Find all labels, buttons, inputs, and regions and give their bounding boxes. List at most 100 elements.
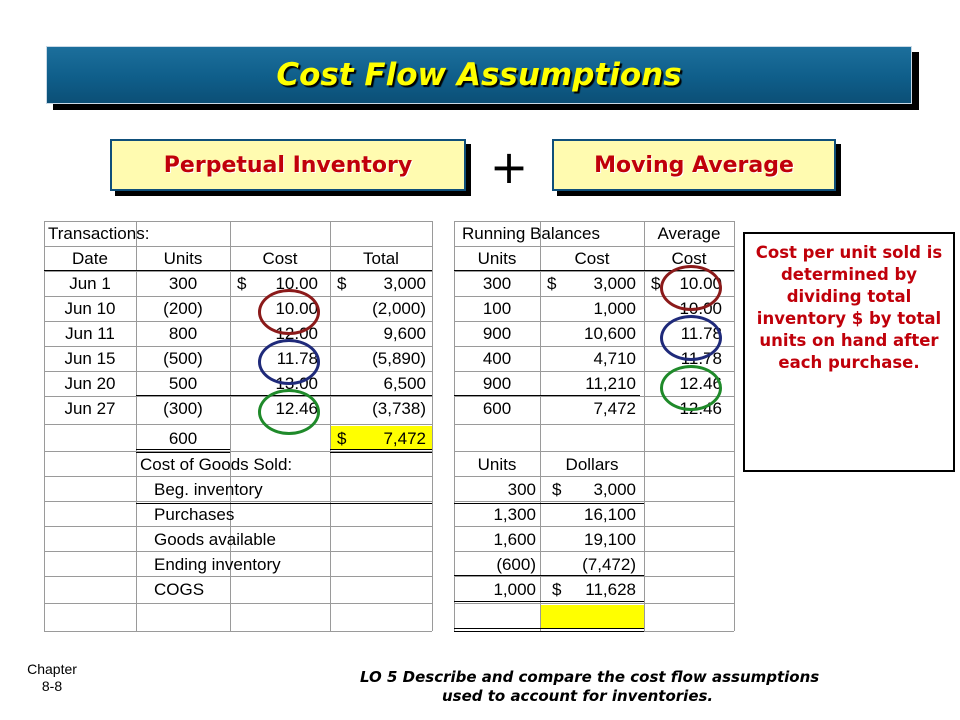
grid-row-line	[454, 451, 734, 452]
total-value: 7,472	[383, 429, 426, 448]
column-header: Units	[477, 249, 517, 268]
grid-row-line	[44, 576, 432, 577]
balance-cost-cell: 7,472	[593, 399, 636, 418]
double-underline	[136, 449, 230, 453]
average-header: Average	[657, 224, 721, 243]
highlight-circle	[660, 315, 722, 361]
column-header: Total	[363, 249, 399, 268]
balance-cost-cell: 11,210	[585, 374, 636, 393]
grid-col-line	[454, 221, 455, 631]
grid-row-line	[44, 246, 432, 247]
column-header: Date	[72, 249, 108, 268]
chapter-number: 8-8	[41, 678, 63, 694]
column-header: Cost	[262, 249, 298, 268]
perpetual-inventory-label: Perpetual Inventory	[110, 139, 466, 191]
learning-objective: LO 5 Describe and compare the cost flow …	[360, 668, 945, 706]
grid-row-line	[454, 371, 734, 372]
cogs-row-units: 1,300	[493, 505, 536, 524]
column-header: Units	[163, 249, 203, 268]
explanation-note: Cost per unit sold is determined by divi…	[743, 232, 955, 472]
total-units: 600	[168, 429, 198, 448]
grid-col-line	[230, 221, 231, 631]
units-cell: 800	[168, 324, 198, 343]
balance-cost-cell: 1,000	[593, 299, 636, 318]
grid-row-line	[44, 296, 432, 297]
cogs-row-label: Purchases	[154, 505, 235, 524]
rule-line	[454, 503, 644, 504]
cogs-row-units: 1,600	[493, 530, 536, 549]
plus-sign: +	[489, 140, 529, 194]
highlight-total	[330, 426, 432, 450]
chapter-label: Chapter 8-8	[22, 661, 82, 695]
rule-line	[330, 395, 432, 396]
total-cell: 9,600	[383, 324, 426, 343]
grid-row-line	[454, 346, 734, 347]
cogs-row-label: COGS	[154, 580, 205, 599]
total-sign-cell: $	[337, 274, 347, 293]
cogs-row-label: Goods available	[154, 530, 276, 549]
date-cell: Jun 11	[65, 324, 115, 343]
moving-average-label: Moving Average	[552, 139, 836, 191]
rule-line	[454, 601, 644, 602]
cogs-row-sign: $	[552, 480, 562, 499]
highlight-circle	[258, 289, 320, 335]
grid-row-line	[44, 451, 432, 452]
grid-row-line	[454, 271, 734, 272]
grid-row-line	[44, 424, 432, 425]
column-header: Cost	[671, 249, 707, 268]
grid-col-line	[432, 221, 433, 631]
balance-units-cell: 400	[482, 349, 512, 368]
cost-sign-cell: $	[237, 274, 247, 293]
grid-top-line	[44, 221, 432, 222]
cogs-row-dollars: 11,628	[585, 580, 636, 599]
grid-col-line	[644, 221, 645, 631]
average-sign-cell: $	[651, 274, 661, 293]
grid-row-line	[454, 424, 734, 425]
highlight-circle	[258, 389, 320, 435]
rule-line	[44, 270, 432, 271]
rule-line	[136, 503, 432, 504]
grid-row-line	[454, 396, 734, 397]
balance-units-cell: 600	[482, 399, 512, 418]
grid-row-line	[454, 296, 734, 297]
units-cell: (500)	[163, 349, 203, 368]
date-cell: Jun 27	[64, 399, 116, 418]
highlight-cogs	[540, 605, 644, 629]
cogs-row-dollars: 19,100	[584, 530, 636, 549]
cogs-row-units: (600)	[496, 555, 536, 574]
rule-line	[454, 395, 640, 396]
balance-cost-cell: 3,000	[593, 274, 636, 293]
date-cell: Jun 15	[64, 349, 116, 368]
units-cell: 300	[168, 274, 198, 293]
grid-col-line	[330, 221, 331, 631]
total-cell: 6,500	[383, 374, 426, 393]
units-cell: 500	[168, 374, 198, 393]
cogs-row-units: 1,000	[493, 580, 536, 599]
highlight-circle	[660, 265, 722, 311]
grid-col-line	[44, 221, 45, 631]
total-cell: (2,000)	[372, 299, 426, 318]
total-cell: (3,738)	[372, 399, 426, 418]
inventory-table: Transactions: Running Balances Average Date…	[44, 221, 735, 632]
cogs-header: Cost of Goods Sold:	[140, 455, 293, 474]
grid-row-line	[44, 526, 432, 527]
rule-line	[454, 575, 644, 576]
rule-line	[454, 270, 734, 271]
double-underline	[454, 628, 644, 632]
grid-col-line	[734, 221, 735, 631]
grid-row-line	[44, 551, 432, 552]
running-balances-header: Running Balances	[462, 224, 600, 243]
balance-cost-cell: 10,600	[584, 324, 636, 343]
grid-row-line	[454, 246, 734, 247]
cogs-units-header: Units	[477, 455, 517, 474]
units-cell: (300)	[163, 399, 203, 418]
grid-row-line	[454, 476, 734, 477]
balance-units-cell: 300	[482, 274, 512, 293]
total-cell: 3,000	[383, 274, 426, 293]
cogs-dollars-header: Dollars	[565, 455, 619, 474]
grid-row-line	[44, 603, 432, 604]
grid-row-line	[454, 576, 734, 577]
grid-row-line	[44, 396, 432, 397]
chapter-text: Chapter	[27, 661, 77, 677]
grid-col-line	[540, 221, 541, 631]
